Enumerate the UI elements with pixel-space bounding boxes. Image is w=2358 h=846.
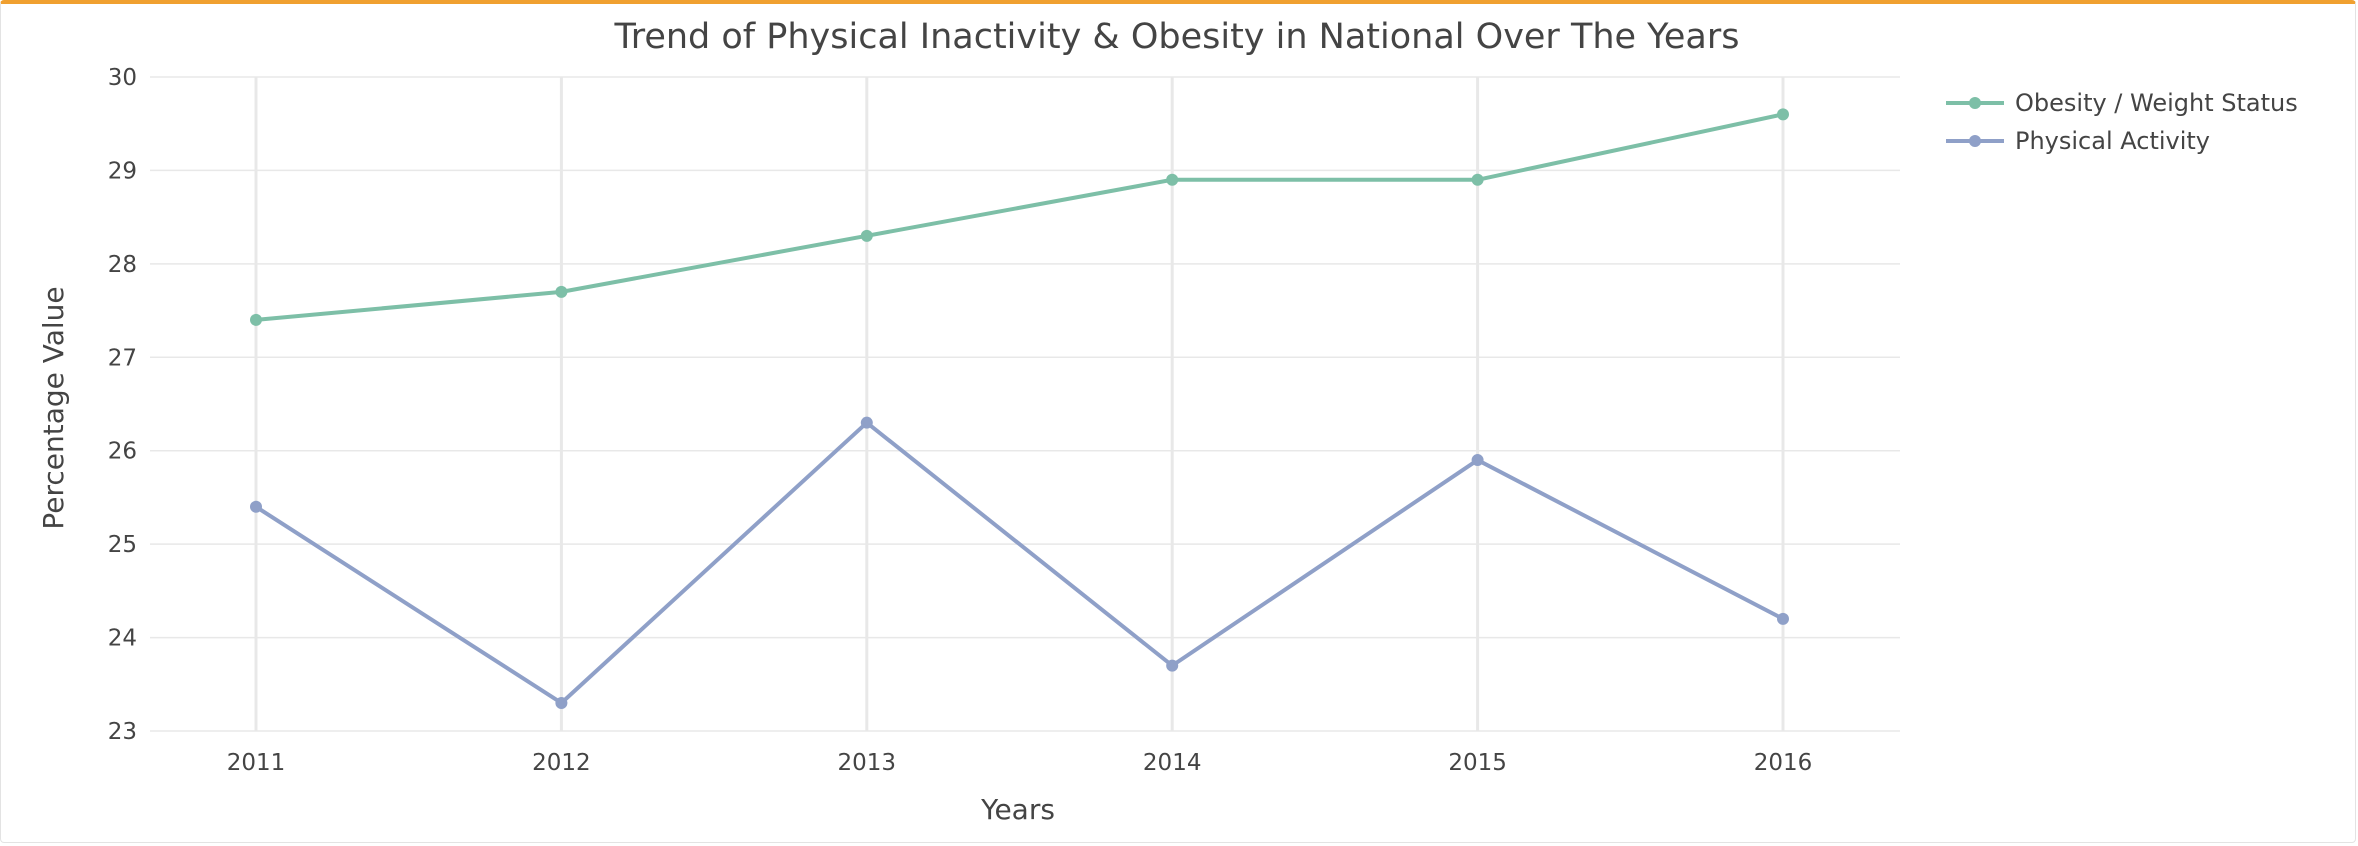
legend-label: Obesity / Weight Status <box>2015 89 2298 117</box>
data-point[interactable] <box>1777 612 1789 625</box>
chart-title: Trend of Physical Inactivity & Obesity i… <box>613 17 1739 57</box>
x-tick-label: 2013 <box>838 750 897 776</box>
x-tick-label: 2016 <box>1754 750 1813 776</box>
data-point[interactable] <box>1777 108 1789 121</box>
data-point[interactable] <box>250 500 262 513</box>
legend-item[interactable]: Physical Activity <box>1946 127 2210 155</box>
y-tick-label: 26 <box>108 439 137 465</box>
y-axis-label: Percentage Value <box>37 286 70 529</box>
y-tick-label: 27 <box>108 345 137 371</box>
data-point[interactable] <box>860 229 873 242</box>
legend-label: Physical Activity <box>2015 127 2210 155</box>
data-point[interactable] <box>860 416 873 429</box>
series-line <box>255 112 1784 322</box>
data-point[interactable] <box>1166 173 1179 186</box>
tick-labels: 23 24 25 26 27 28 29 30 2011 2012 2013 2014 2015 2016 <box>108 65 1813 776</box>
x-tick-label: 2014 <box>1143 750 1202 776</box>
x-axis-label: Years <box>980 793 1055 826</box>
y-tick-label: 29 <box>108 158 137 184</box>
data-point[interactable] <box>250 313 262 326</box>
legend: Obesity / Weight Status Physical Activity <box>1946 89 2298 155</box>
y-tick-label: 25 <box>108 532 137 558</box>
series-line <box>254 420 1784 705</box>
y-tick-label: 30 <box>108 65 137 91</box>
legend-marker-icon <box>1969 97 1981 109</box>
series-0 <box>250 108 1789 326</box>
data-point[interactable] <box>555 696 568 709</box>
y-tick-label: 28 <box>108 252 137 278</box>
series-layer <box>250 108 1789 709</box>
x-tick-label: 2012 <box>532 750 591 776</box>
data-point[interactable] <box>1471 173 1484 186</box>
data-point[interactable] <box>555 285 568 298</box>
y-tick-label: 24 <box>108 626 137 652</box>
data-point[interactable] <box>1166 659 1179 672</box>
legend-item[interactable]: Obesity / Weight Status <box>1946 89 2298 117</box>
x-tick-label: 2015 <box>1448 750 1507 776</box>
series-1 <box>250 416 1789 709</box>
data-point[interactable] <box>1471 454 1484 467</box>
y-tick-label: 23 <box>108 719 137 745</box>
legend-marker-icon <box>1969 135 1981 147</box>
grid <box>150 76 1900 732</box>
x-tick-label: 2011 <box>227 750 286 776</box>
